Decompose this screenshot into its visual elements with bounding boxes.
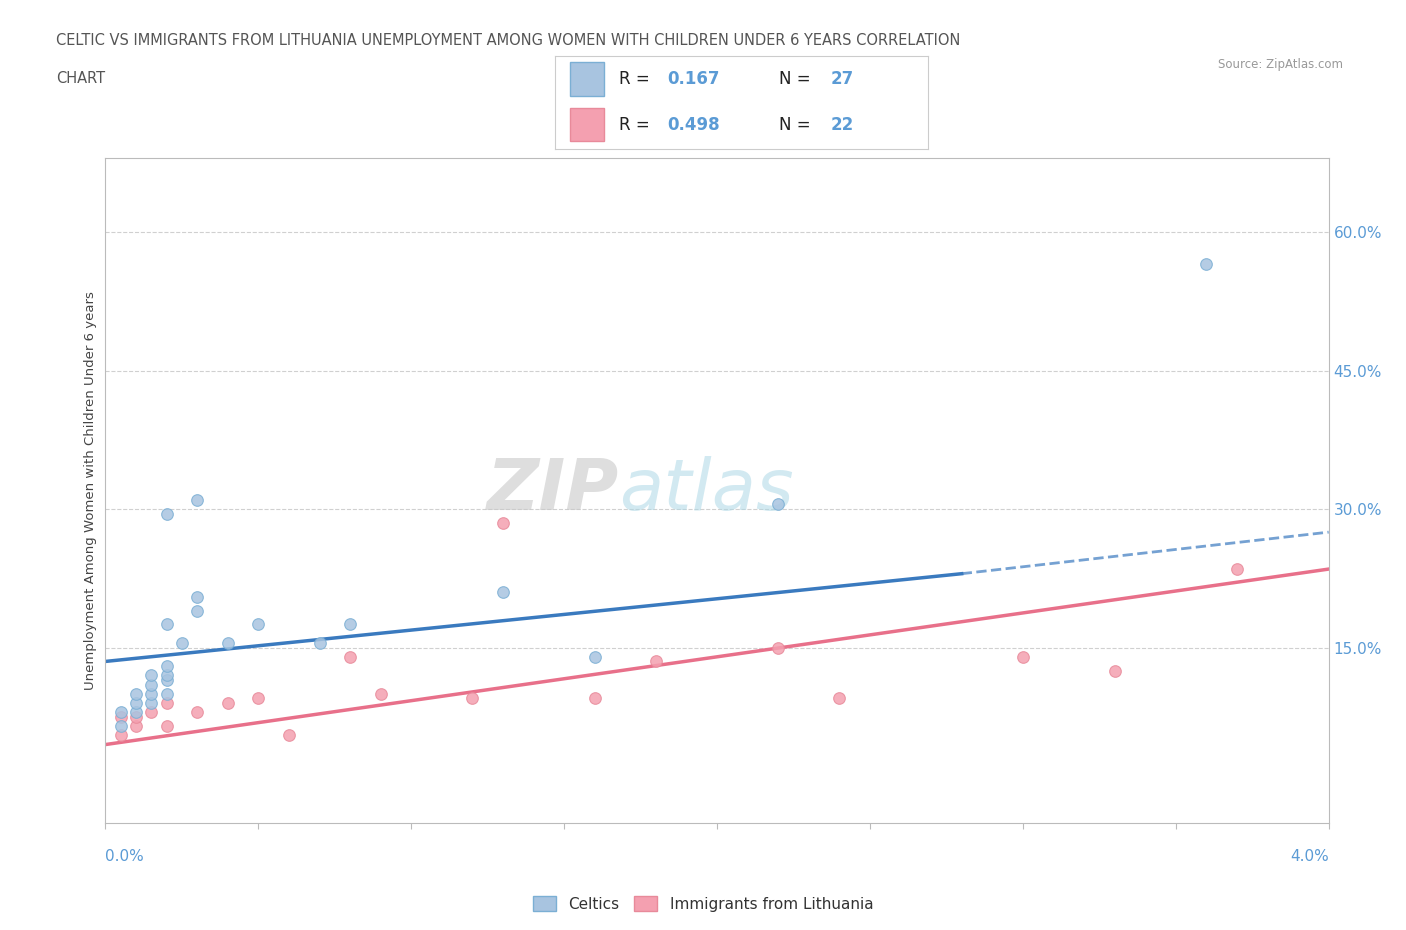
Point	[247, 617, 270, 631]
Point	[125, 705, 148, 720]
Point	[125, 719, 148, 734]
Legend: Celtics, Immigrants from Lithuania: Celtics, Immigrants from Lithuania	[527, 889, 879, 918]
Point	[1011, 649, 1033, 664]
Text: atlas: atlas	[619, 456, 794, 525]
Point	[110, 705, 132, 720]
Point	[125, 686, 148, 701]
Point	[461, 691, 484, 706]
Point	[156, 506, 179, 521]
Text: N =: N =	[779, 70, 815, 88]
Point	[156, 696, 179, 711]
Point	[768, 640, 790, 655]
Point	[125, 696, 148, 711]
Point	[156, 719, 179, 734]
FancyBboxPatch shape	[571, 108, 603, 141]
Point	[110, 719, 132, 734]
Point	[110, 728, 132, 743]
Point	[828, 691, 851, 706]
Point	[217, 696, 239, 711]
Point	[156, 672, 179, 687]
Point	[492, 515, 515, 530]
Point	[186, 492, 208, 507]
Point	[141, 696, 163, 711]
Point	[492, 585, 515, 600]
Point	[156, 668, 179, 683]
Point	[186, 604, 208, 618]
Point	[141, 677, 163, 692]
Point	[308, 635, 330, 650]
Text: R =: R =	[619, 115, 655, 134]
Text: 0.0%: 0.0%	[105, 849, 145, 864]
Text: 22: 22	[831, 115, 855, 134]
Point	[644, 654, 666, 669]
Point	[141, 705, 163, 720]
Point	[339, 649, 361, 664]
Y-axis label: Unemployment Among Women with Children Under 6 years: Unemployment Among Women with Children U…	[84, 291, 97, 690]
Point	[1226, 562, 1249, 577]
Point	[156, 686, 179, 701]
Point	[768, 497, 790, 512]
Text: ZIP: ZIP	[486, 456, 619, 525]
Point	[1195, 257, 1218, 272]
Point	[186, 705, 208, 720]
Point	[1104, 663, 1126, 678]
Point	[186, 590, 208, 604]
Point	[110, 710, 132, 724]
Point	[278, 728, 301, 743]
Point	[339, 617, 361, 631]
Point	[583, 691, 606, 706]
Text: CHART: CHART	[56, 71, 105, 86]
Point	[247, 691, 270, 706]
Text: CELTIC VS IMMIGRANTS FROM LITHUANIA UNEMPLOYMENT AMONG WOMEN WITH CHILDREN UNDER: CELTIC VS IMMIGRANTS FROM LITHUANIA UNEM…	[56, 33, 960, 47]
Point	[141, 686, 163, 701]
Text: N =: N =	[779, 115, 815, 134]
Text: R =: R =	[619, 70, 655, 88]
Point	[141, 668, 163, 683]
FancyBboxPatch shape	[571, 62, 603, 96]
Point	[170, 635, 193, 650]
Point	[125, 710, 148, 724]
Text: 27: 27	[831, 70, 855, 88]
Text: 4.0%: 4.0%	[1289, 849, 1329, 864]
Text: 0.498: 0.498	[668, 115, 720, 134]
Text: 0.167: 0.167	[668, 70, 720, 88]
Point	[156, 617, 179, 631]
Point	[217, 635, 239, 650]
Point	[156, 658, 179, 673]
Point	[370, 686, 392, 701]
Text: Source: ZipAtlas.com: Source: ZipAtlas.com	[1218, 58, 1343, 71]
Point	[583, 649, 606, 664]
